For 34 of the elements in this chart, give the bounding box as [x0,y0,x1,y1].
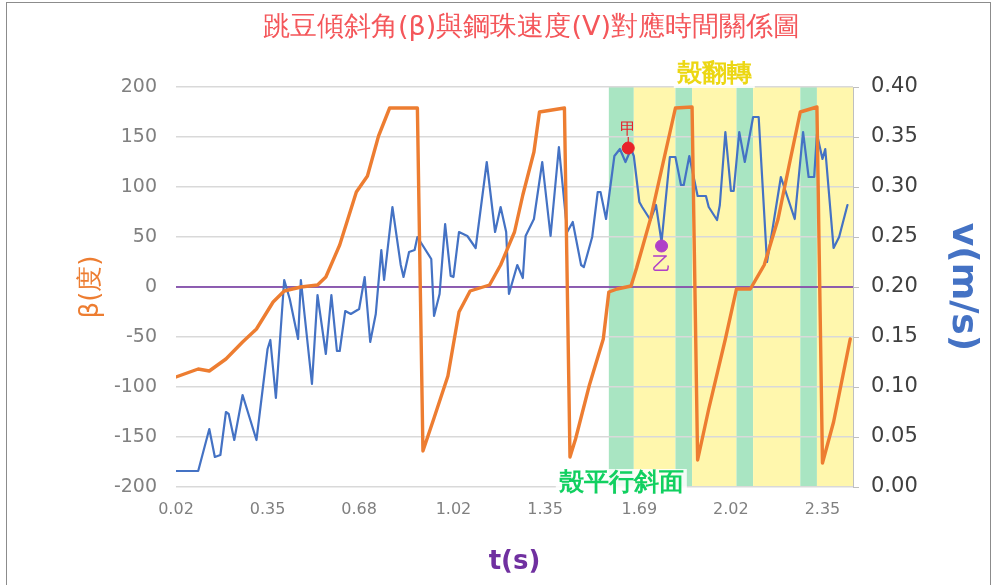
y-tick-label: -150 [113,423,157,446]
x-tick-label: 0.35 [249,498,286,518]
y-tick-label: 50 [132,223,157,246]
y2-tick-label: 0.40 [871,73,918,98]
y2-tick-label: 0.05 [871,423,918,448]
y-tick-label: 200 [120,73,157,96]
chart-title: 跳豆傾斜角(β)與鋼珠速度(V)對應時間關係圖 [263,10,800,42]
y2-tick-label: 0.15 [871,323,918,348]
x-tick-label: 2.35 [804,498,841,518]
y-tick-label: 150 [120,123,157,146]
band-label: 殼翻轉 [675,57,752,87]
annotation: 乙 [652,252,672,275]
x-tick-label: 0.02 [158,498,194,518]
y2-tick-label: 0.20 [871,273,918,298]
y-tick-label: -200 [113,473,157,496]
x-tick-label: 1.35 [527,498,563,518]
x-axis-title: t(s) [488,545,541,576]
x-tick-label: 1.02 [435,498,472,518]
y2-tick-label: 0.25 [871,223,918,248]
y-tick-label: -50 [125,323,157,346]
annotation: 甲 [620,119,637,139]
band-label: 殼平行斜面 [557,466,684,496]
x-tick-label: 1.69 [621,498,658,518]
y2-tick-label: 0.30 [871,173,918,198]
y-tick-label: -100 [113,373,157,396]
y-axis-title: β(度) [74,255,105,319]
y2-tick-label: 0.00 [871,473,918,498]
y-tick-label: 100 [120,173,157,196]
y2-axis-title: v(m/s) [945,222,987,352]
y-tick-label: 0 [144,273,157,296]
y2-tick-label: 0.10 [871,373,918,398]
x-tick-label: 2.02 [713,498,749,518]
x-tick-label: 0.68 [341,498,377,518]
y2-tick-label: 0.35 [871,123,918,148]
